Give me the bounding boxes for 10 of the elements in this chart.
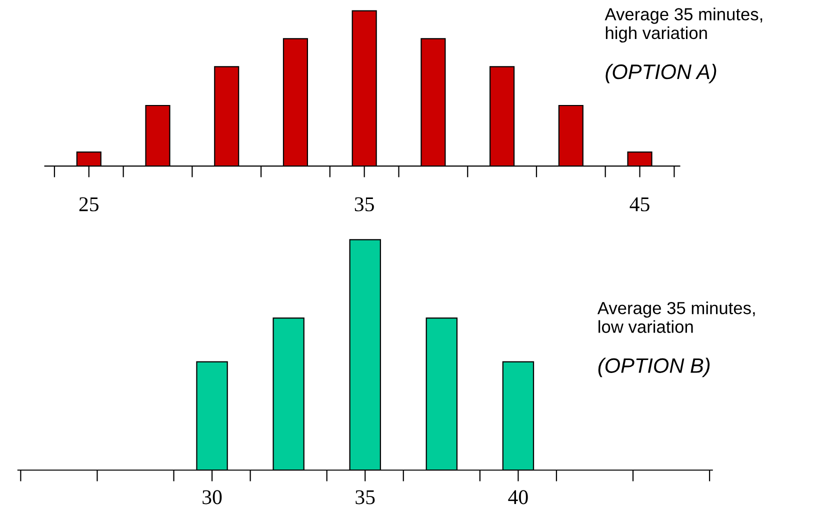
x-tick-label: 35 [356,490,375,504]
annotation: (OPTION B) [598,358,710,378]
annotation: Average 35 minutes, high variation [604,8,762,43]
x-tick-label: 35 [354,197,374,212]
x-tick-label: 40 [508,490,528,504]
x-tick-label: 25 [79,197,98,212]
annotation: (OPTION A) [606,64,716,84]
annotation: Average 35 minutes, low variation [597,301,755,333]
x-tick-label: 30 [202,490,222,504]
x-tick-label: 45 [630,197,650,212]
